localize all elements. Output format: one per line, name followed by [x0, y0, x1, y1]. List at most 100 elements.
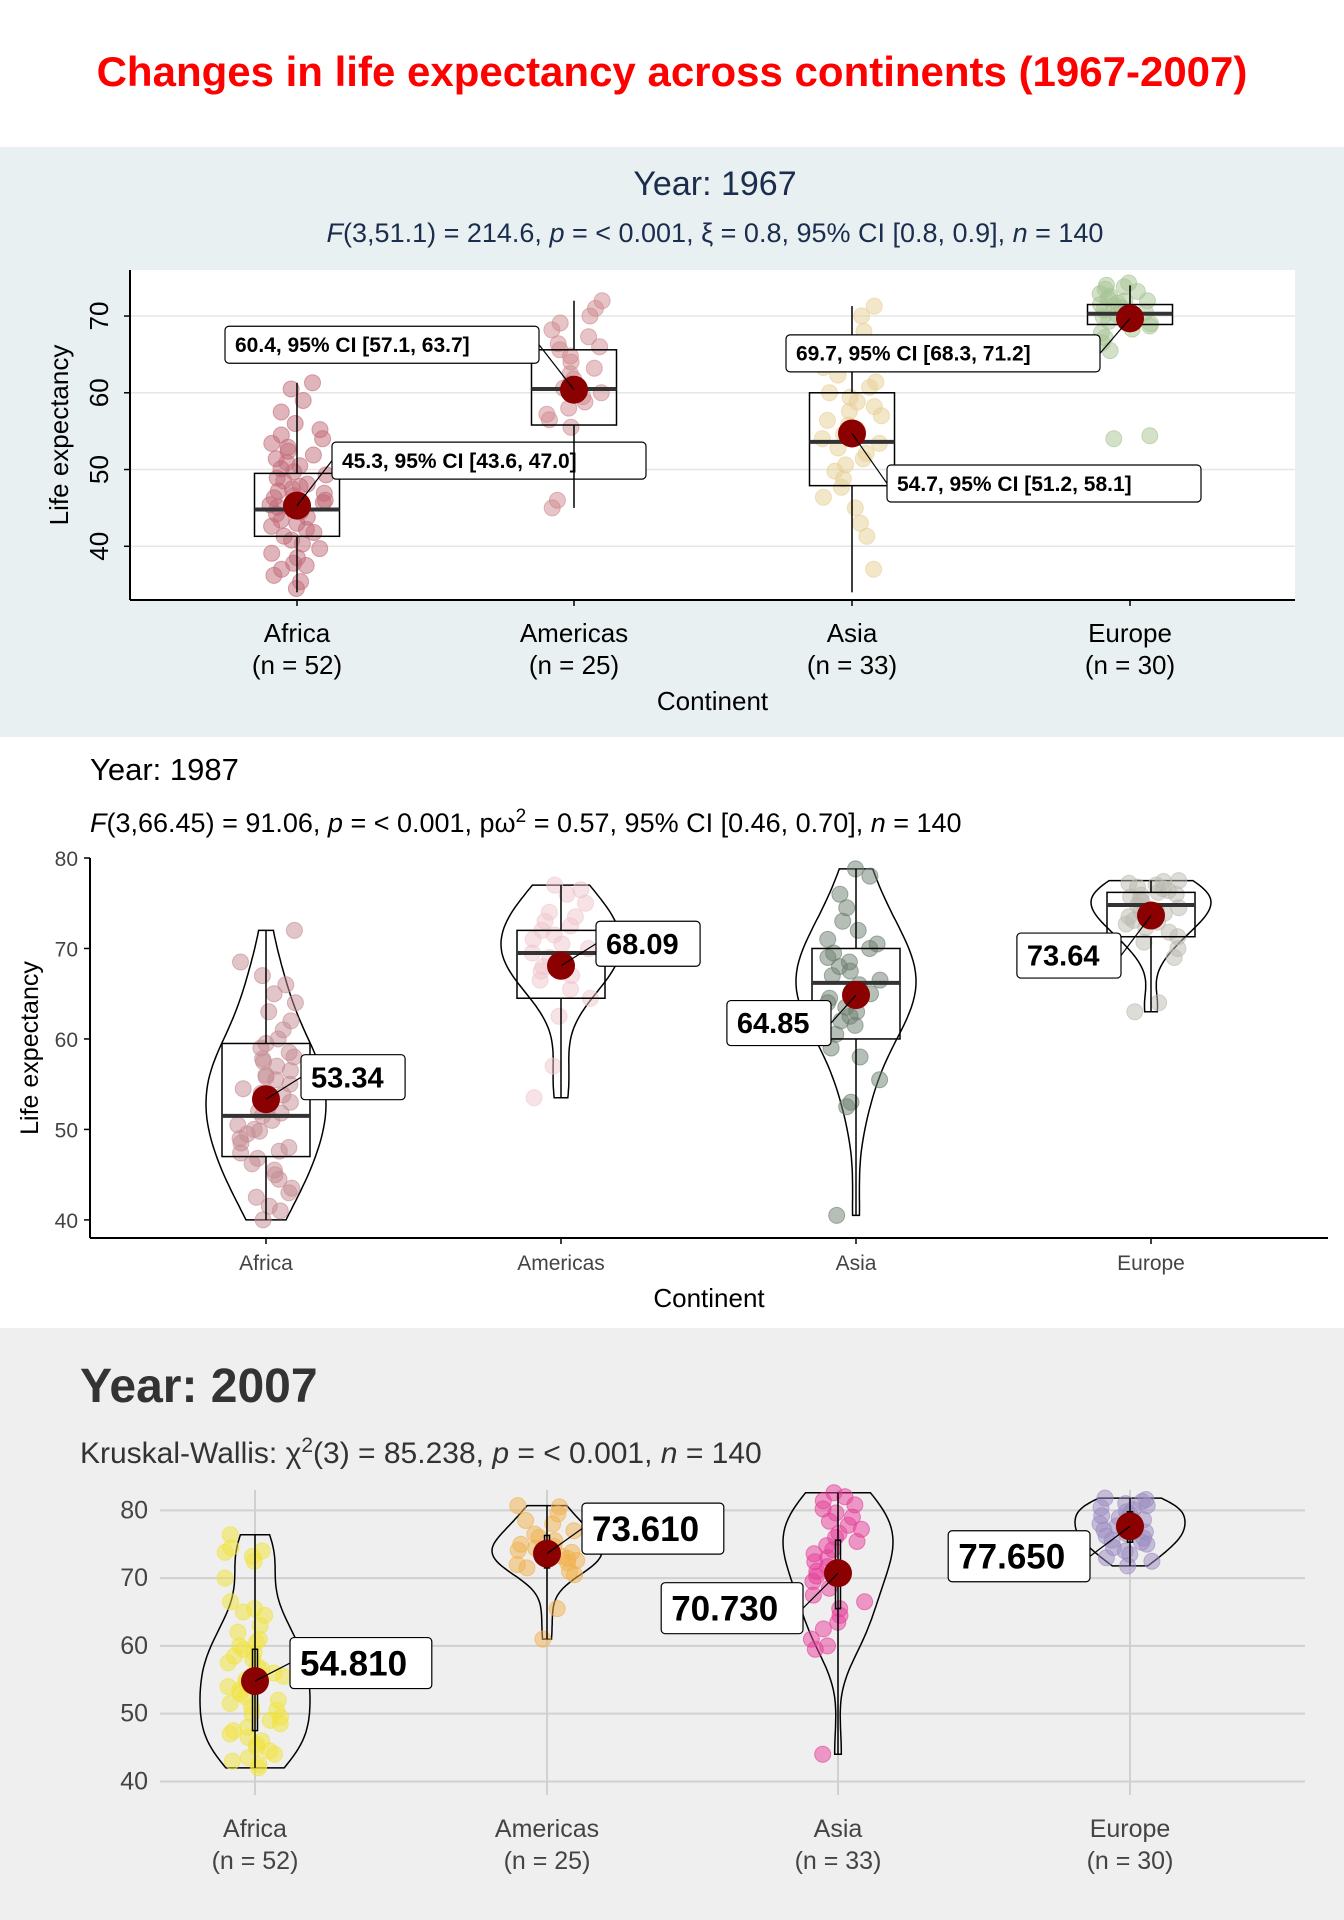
label-connector [830, 994, 857, 1024]
data-point [865, 398, 883, 416]
box [1106, 891, 1196, 938]
mean-label-box [300, 1054, 406, 1101]
mean-label: 54.810 [300, 1644, 407, 1683]
label-connector [296, 460, 333, 506]
mean-label-box [224, 325, 540, 364]
y-tick-label: 60 [55, 1029, 78, 1052]
panel-subtitle: Kruskal-Wallis: χ2(3) = 85.238, p = < 0.… [80, 1434, 762, 1471]
data-point [838, 899, 856, 917]
data-point [840, 953, 858, 971]
data-point [311, 540, 329, 558]
mean-label: 60.4, 95% CI [57.1, 63.7] [235, 334, 470, 357]
data-point [223, 1752, 241, 1770]
data-point [311, 421, 329, 439]
violin [205, 929, 327, 1221]
data-point [819, 930, 837, 948]
data-point [865, 560, 883, 578]
data-point [540, 903, 558, 921]
data-point [251, 1122, 268, 1140]
y-tick-label: 70 [84, 302, 114, 331]
x-tick-label: Africa [223, 1815, 287, 1843]
y-tick-label: 50 [120, 1700, 148, 1728]
data-point [257, 1068, 275, 1086]
box [253, 472, 341, 538]
data-point [1137, 1491, 1155, 1508]
y-tick-label: 50 [84, 455, 114, 484]
data-point [266, 1166, 284, 1184]
x-tick-label: Africa [239, 1252, 293, 1275]
data-point [825, 1484, 843, 1502]
mean-label-box [947, 1530, 1091, 1583]
x-axis-title: Continent [657, 686, 769, 716]
x-axis-title: Continent [653, 1283, 765, 1313]
mean-label: 69.7, 95% CI [68.3, 71.2] [796, 343, 1031, 366]
data-point [282, 1012, 300, 1030]
data-point [508, 1556, 526, 1574]
data-point [286, 994, 304, 1012]
data-point [1117, 1495, 1135, 1513]
x-tick-count: (n = 52) [252, 650, 342, 680]
data-point [267, 450, 285, 468]
data-point [802, 1630, 820, 1648]
data-point [277, 976, 295, 994]
label-connector [1099, 317, 1131, 354]
data-point [269, 1691, 287, 1709]
panel-title: Year: 1987 [90, 752, 239, 787]
y-tick-label: 80 [120, 1496, 148, 1524]
data-point [837, 456, 855, 474]
data-point [229, 1623, 247, 1641]
data-point [292, 573, 310, 591]
data-point [249, 1149, 267, 1167]
mean-label: 68.09 [606, 929, 679, 961]
x-tick-label: Europe [1117, 1252, 1185, 1275]
data-point [234, 1080, 252, 1098]
data-point [849, 921, 867, 939]
panel-title: Year: 2007 [80, 1360, 318, 1413]
data-point [1141, 427, 1159, 445]
data-point [548, 1600, 566, 1618]
data-point [549, 335, 567, 353]
panel-subtitle: F(3,66.45) = 91.06, p = < 0.001, pω2 = 0… [90, 806, 962, 839]
data-point [591, 338, 609, 356]
data-point [517, 1512, 535, 1529]
mean-label: 77.650 [958, 1538, 1065, 1577]
data-point [286, 415, 304, 432]
label-connector [265, 1076, 302, 1100]
x-tick-count: (n = 25) [504, 1847, 591, 1875]
violin [500, 884, 622, 1099]
mean-label: 45.3, 95% CI [43.6, 47.0] [342, 450, 577, 473]
data-point [831, 885, 849, 903]
data-point [297, 557, 315, 574]
data-point [544, 1057, 562, 1075]
y-tick-label: 40 [84, 532, 114, 561]
data-point [562, 418, 580, 436]
data-point [1143, 1552, 1161, 1570]
x-tick-label: Americas [520, 618, 628, 648]
data-point [1150, 994, 1168, 1012]
label-connector [851, 433, 888, 484]
violin [782, 1491, 894, 1756]
data-point [861, 867, 879, 885]
data-point [253, 967, 271, 985]
data-point [546, 876, 564, 894]
data-point [219, 1678, 237, 1696]
mean-label-box [726, 999, 832, 1047]
data-point [1170, 872, 1188, 890]
data-point [814, 1745, 832, 1763]
data-point [232, 953, 249, 971]
box [811, 947, 901, 1040]
y-tick-label: 40 [120, 1767, 148, 1795]
data-point [548, 491, 566, 509]
mean-label-box [331, 441, 647, 480]
data-point [841, 388, 859, 406]
y-axis-title: Life expectancy [44, 345, 74, 526]
data-point [1098, 276, 1115, 294]
x-tick-label: Asia [827, 618, 878, 648]
mean-label-box [581, 1502, 725, 1555]
data-point [868, 935, 886, 953]
data-point [550, 1007, 568, 1025]
data-point [253, 1542, 271, 1560]
x-tick-label: Americas [517, 1252, 605, 1275]
y-tick-label: 40 [55, 1210, 78, 1233]
